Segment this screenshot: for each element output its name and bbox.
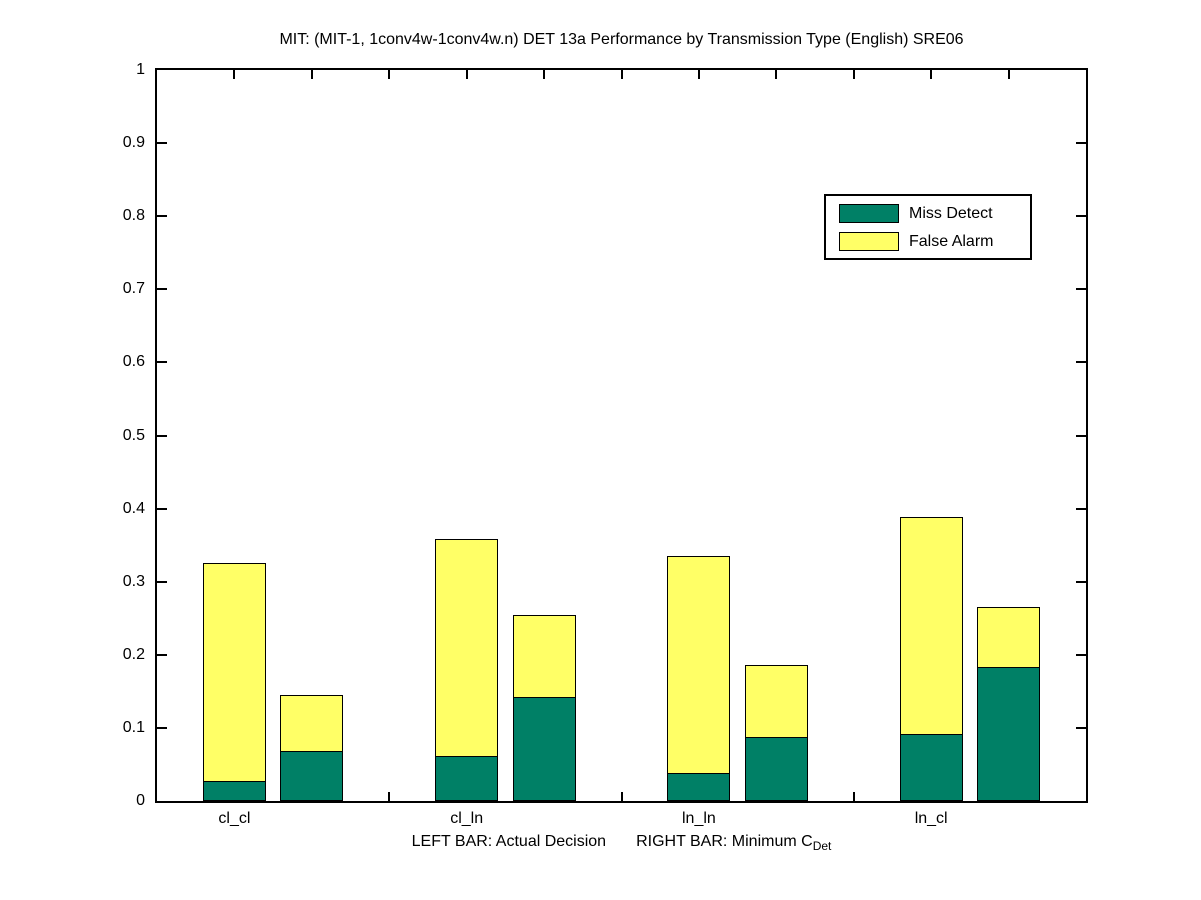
bar-false-alarm-actual-ln_ln — [667, 556, 731, 774]
chart-title: MIT: (MIT-1, 1conv4w-1conv4w.n) DET 13a … — [279, 31, 964, 48]
bar-miss-detect-actual-ln_cl — [899, 734, 963, 801]
x-tick-label-cl_cl: cl_cl — [218, 810, 251, 827]
x-tick-top — [930, 70, 933, 79]
x-tick-top — [310, 70, 313, 79]
y-tick-left — [157, 434, 167, 437]
bar-miss-detect-minimum-cl_ln — [512, 697, 576, 801]
y-tick-label: 0.8 — [122, 207, 145, 225]
y-tick-label: 1 — [136, 61, 145, 78]
bar-false-alarm-minimum-ln_cl — [977, 607, 1041, 667]
bar-miss-detect-actual-cl_ln — [435, 756, 499, 801]
x-axis-label-subscript: Det — [812, 839, 832, 854]
y-tick-left — [157, 507, 167, 510]
y-tick-label: 0.4 — [122, 499, 145, 517]
bar-miss-detect-actual-cl_cl — [202, 780, 266, 801]
bar-miss-detect-minimum-cl_cl — [280, 751, 344, 801]
y-tick-label: 0.6 — [122, 353, 145, 371]
x-tick-top — [697, 70, 700, 79]
y-tick-right — [1076, 434, 1086, 437]
y-tick-label: 0.9 — [122, 134, 145, 152]
y-tick-left — [157, 288, 167, 291]
legend-label-false-alarm: False Alarm — [909, 232, 994, 250]
y-tick-label: 0.2 — [122, 645, 145, 663]
x-axis-label: LEFT BAR: Actual Decision RIGHT BAR: Mini… — [155, 833, 1088, 853]
x-tick-bottom — [852, 792, 855, 801]
legend-row-false-alarm: False Alarm — [826, 231, 1030, 251]
x-tick-top — [852, 70, 855, 79]
x-tick-bottom — [620, 792, 623, 801]
bar-false-alarm-actual-cl_cl — [202, 563, 266, 781]
x-tick-top — [620, 70, 623, 79]
x-tick-label-ln_ln: ln_ln — [682, 810, 716, 827]
x-tick-top — [233, 70, 236, 79]
x-tick-top — [388, 70, 391, 79]
y-tick-label: 0.1 — [122, 718, 145, 736]
y-tick-right — [1076, 288, 1086, 291]
y-tick-right — [1076, 653, 1086, 656]
y-tick-label: 0.7 — [122, 280, 145, 298]
y-tick-left — [157, 361, 167, 364]
x-tick-bottom — [388, 792, 391, 801]
y-tick-left — [157, 142, 167, 145]
bar-false-alarm-minimum-cl_cl — [280, 695, 344, 752]
y-tick-left — [157, 215, 167, 218]
y-tick-right — [1076, 361, 1086, 364]
bar-false-alarm-minimum-cl_ln — [512, 614, 576, 698]
x-tick-top — [465, 70, 468, 79]
y-tick-left — [157, 580, 167, 583]
x-axis-label-left: LEFT BAR: Actual Decision — [411, 833, 607, 850]
y-tick-right — [1076, 215, 1086, 218]
y-tick-left — [157, 726, 167, 729]
y-tick-right — [1076, 726, 1086, 729]
y-tick-right — [1076, 142, 1086, 145]
x-tick-top — [775, 70, 778, 79]
x-tick-label-ln_cl: ln_cl — [914, 810, 948, 827]
legend: Miss Detect False Alarm — [824, 194, 1032, 260]
y-tick-label: 0 — [136, 792, 145, 809]
x-tick-top — [543, 70, 546, 79]
y-tick-label: 0.3 — [122, 572, 145, 590]
bar-miss-detect-minimum-ln_cl — [977, 666, 1041, 801]
bar-false-alarm-minimum-ln_ln — [744, 665, 808, 737]
y-tick-right — [1076, 507, 1086, 510]
y-tick-label: 0.5 — [122, 426, 145, 444]
y-tick-left — [157, 653, 167, 656]
false-alarm-swatch-icon — [839, 231, 899, 251]
legend-label-miss-detect: Miss Detect — [909, 204, 993, 222]
bar-miss-detect-minimum-ln_ln — [744, 736, 808, 801]
x-tick-top — [1007, 70, 1010, 79]
plot-area — [155, 68, 1088, 803]
x-tick-label-cl_ln: cl_ln — [450, 810, 484, 827]
y-tick-right — [1076, 580, 1086, 583]
bar-miss-detect-actual-ln_ln — [667, 773, 731, 801]
legend-row-miss-detect: Miss Detect — [826, 203, 1030, 223]
miss-detect-swatch-icon — [839, 203, 899, 223]
bar-false-alarm-actual-cl_ln — [435, 539, 499, 757]
bar-false-alarm-actual-ln_cl — [899, 516, 963, 735]
x-axis-label-right: RIGHT BAR: Minimum C — [636, 833, 813, 850]
